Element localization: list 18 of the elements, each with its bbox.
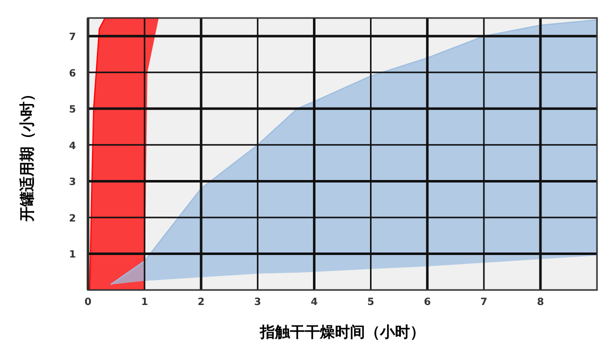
x-tick-label: 6 <box>424 297 431 308</box>
x-tick-label: 0 <box>84 297 92 308</box>
y-tick-label: 5 <box>69 104 76 116</box>
x-tick-label: 7 <box>480 297 488 308</box>
y-tick-label: 7 <box>69 32 76 44</box>
x-tick-label: 2 <box>198 297 205 308</box>
y-tick-label: 1 <box>69 250 76 261</box>
x-tick-label: 3 <box>254 297 262 308</box>
y-axis-title: 开罐适用期（小时） <box>18 86 36 222</box>
x-tick-label: 1 <box>141 297 148 308</box>
y-tick-label: 3 <box>69 177 76 188</box>
x-axis-title: 指触干干燥时间（小时） <box>259 323 425 341</box>
x-tick-label: 5 <box>367 297 374 308</box>
x-tick-label: 4 <box>310 297 318 308</box>
y-tick-label: 6 <box>69 68 76 80</box>
y-tick-label: 2 <box>69 213 76 224</box>
y-tick-label: 4 <box>69 140 76 152</box>
x-tick-label: 8 <box>536 297 544 308</box>
